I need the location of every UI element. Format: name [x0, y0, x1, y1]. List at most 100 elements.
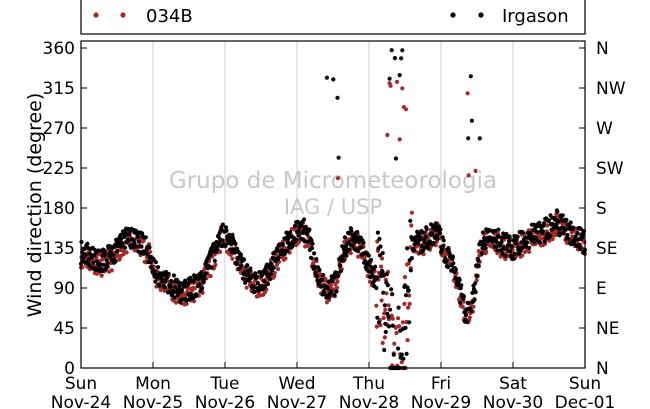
data-point-irgason	[176, 280, 181, 285]
y-tick-label: 135	[43, 239, 75, 259]
y2-tick-label: S	[596, 199, 607, 219]
data-point-irgason	[85, 241, 90, 246]
data-point-irgason	[411, 248, 417, 253]
data-point-irgason	[83, 252, 88, 258]
x-tick-label-date: Nov-25	[123, 393, 184, 409]
data-point-034b	[334, 285, 340, 290]
data-point-irgason	[254, 274, 259, 279]
data-point-irgason	[343, 246, 349, 251]
data-point-irgason	[265, 282, 270, 287]
data-point-irgason	[240, 276, 246, 281]
data-point-034b	[272, 270, 277, 276]
data-point-irgason	[200, 285, 205, 291]
data-point-irgason	[340, 254, 345, 259]
data-point-irgason	[171, 290, 176, 295]
x-tick-label-date: Nov-26	[195, 393, 256, 409]
data-point-irgason	[507, 238, 512, 244]
data-point-irgason	[321, 272, 326, 278]
data-point-irgason	[325, 286, 331, 291]
data-point-034b	[400, 86, 405, 91]
data-point-irgason	[493, 228, 498, 234]
data-point-irgason	[399, 56, 404, 61]
data-point-irgason	[446, 245, 451, 251]
data-point-irgason	[127, 232, 132, 237]
x-tick-label-day: Fri	[431, 374, 451, 394]
data-point-irgason	[368, 257, 374, 262]
data-point-irgason	[308, 255, 314, 260]
data-point-irgason	[445, 264, 451, 270]
data-point-irgason	[309, 246, 315, 251]
data-point-irgason	[179, 287, 184, 292]
data-point-irgason	[314, 257, 319, 262]
data-point-034b	[335, 176, 341, 181]
tick-labels: SunNov-24MonNov-25TueNov-26WedNov-27ThuN…	[43, 39, 626, 409]
data-point-irgason	[296, 233, 301, 238]
data-point-irgason	[499, 239, 504, 245]
data-point-irgason	[153, 279, 158, 284]
data-point-irgason	[269, 271, 274, 276]
data-point-irgason	[301, 229, 306, 234]
data-point-034b	[388, 83, 393, 88]
data-point-irgason	[220, 222, 225, 227]
data-point-034b	[272, 274, 277, 279]
data-point-irgason	[384, 272, 389, 277]
data-point-034b	[562, 222, 567, 227]
data-point-irgason	[461, 294, 466, 299]
data-point-irgason	[441, 238, 446, 243]
data-point-irgason	[153, 260, 158, 265]
data-point-irgason	[105, 260, 110, 265]
data-point-irgason	[475, 273, 480, 279]
data-point-irgason	[305, 231, 310, 236]
data-point-irgason	[557, 233, 562, 238]
data-point-irgason	[426, 246, 431, 251]
data-point-irgason	[405, 246, 410, 251]
data-point-irgason	[92, 253, 97, 258]
data-point-irgason	[313, 270, 318, 275]
data-point-034b	[348, 251, 353, 256]
data-point-irgason	[330, 279, 335, 284]
x-tick-label-date: Nov-27	[267, 393, 328, 409]
data-point-irgason	[342, 235, 347, 240]
x-tick-label-day: Tue	[209, 374, 239, 394]
data-point-irgason	[378, 244, 383, 249]
x-tick-label-date: Nov-28	[339, 393, 400, 409]
data-point-irgason	[334, 289, 339, 294]
data-point-irgason	[385, 283, 391, 288]
data-point-034b	[379, 264, 384, 269]
data-point-034b	[230, 256, 235, 261]
data-point-irgason	[347, 231, 352, 236]
x-tick-label-day: Sun	[569, 374, 601, 394]
data-point-irgason	[135, 234, 140, 240]
y-tick-label: 225	[43, 159, 75, 179]
data-point-irgason	[547, 234, 553, 239]
data-point-irgason	[540, 229, 546, 234]
data-point-034b	[147, 249, 153, 255]
data-point-irgason	[258, 284, 263, 289]
data-point-034b	[381, 315, 386, 321]
legend: 034B Irgason	[80, 0, 586, 35]
data-point-irgason	[407, 320, 412, 325]
data-point-irgason	[421, 230, 426, 235]
data-point-034b	[386, 303, 391, 308]
data-point-034b	[374, 303, 379, 308]
data-point-irgason	[262, 279, 267, 284]
data-point-irgason	[203, 271, 208, 276]
data-point-irgason	[520, 245, 525, 250]
data-point-irgason	[241, 257, 247, 262]
data-point-irgason	[472, 297, 477, 303]
data-point-irgason	[251, 285, 256, 290]
data-point-irgason	[163, 279, 168, 284]
data-point-irgason	[100, 268, 105, 274]
data-point-irgason	[299, 223, 304, 228]
data-point-irgason	[382, 347, 387, 353]
data-point-irgason	[477, 136, 482, 141]
data-point-irgason	[376, 320, 381, 325]
data-point-irgason	[169, 279, 174, 284]
y-tick-label: 180	[43, 199, 75, 219]
data-point-irgason	[320, 277, 325, 283]
data-point-irgason	[416, 241, 421, 246]
data-point-034b	[406, 305, 411, 310]
data-point-irgason	[387, 76, 392, 81]
data-point-irgason	[224, 228, 229, 233]
data-point-irgason	[152, 268, 157, 273]
